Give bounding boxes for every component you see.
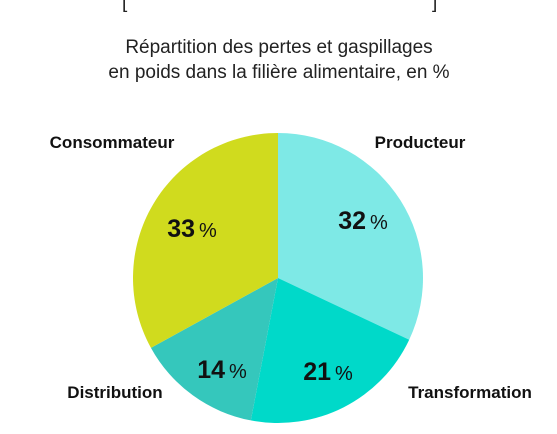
pie-slice-producteur xyxy=(278,133,424,340)
pie-labels: 32 % Producteur 21 % Transformation 14 % Distrib… xyxy=(50,133,532,402)
pie-value-label-transformation: 21% xyxy=(303,358,353,386)
pie-slice-consommateur xyxy=(133,133,278,348)
pie-slice-distribution xyxy=(150,278,278,421)
pie-value-label-producteur: 32% xyxy=(338,207,388,235)
title-bracket-left: [ xyxy=(122,0,128,13)
chart-subtitle-line-2: en poids dans la filière alimentaire, en… xyxy=(108,62,449,83)
pie-category-label-transformation: Transformation xyxy=(408,383,532,402)
pie-category-label-consommateur: Consommateur xyxy=(50,133,175,152)
pie-slice-transformation xyxy=(250,278,410,423)
pie-value-label-consommateur: 33% xyxy=(167,215,217,243)
pie-slices xyxy=(133,133,424,423)
chart-subtitle-line-1: Répartition des pertes et gaspillages xyxy=(125,37,432,58)
pie-category-label-producteur: Producteur xyxy=(375,133,466,152)
pie-category-label-distribution: Distribution xyxy=(67,383,162,402)
pie-value-label-distribution: 14% xyxy=(197,356,247,384)
title-bracket-right: ] xyxy=(432,0,437,13)
